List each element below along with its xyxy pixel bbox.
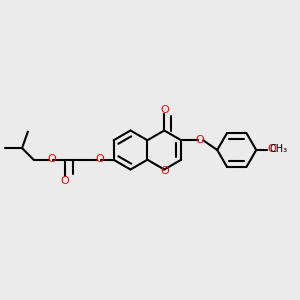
Text: O: O [267, 144, 276, 154]
Text: O: O [196, 135, 205, 145]
Text: O: O [160, 166, 169, 176]
Text: O: O [160, 105, 169, 115]
Text: CH₃: CH₃ [269, 144, 288, 154]
Text: O: O [47, 154, 56, 164]
Text: O: O [95, 154, 104, 164]
Text: O: O [61, 176, 69, 186]
